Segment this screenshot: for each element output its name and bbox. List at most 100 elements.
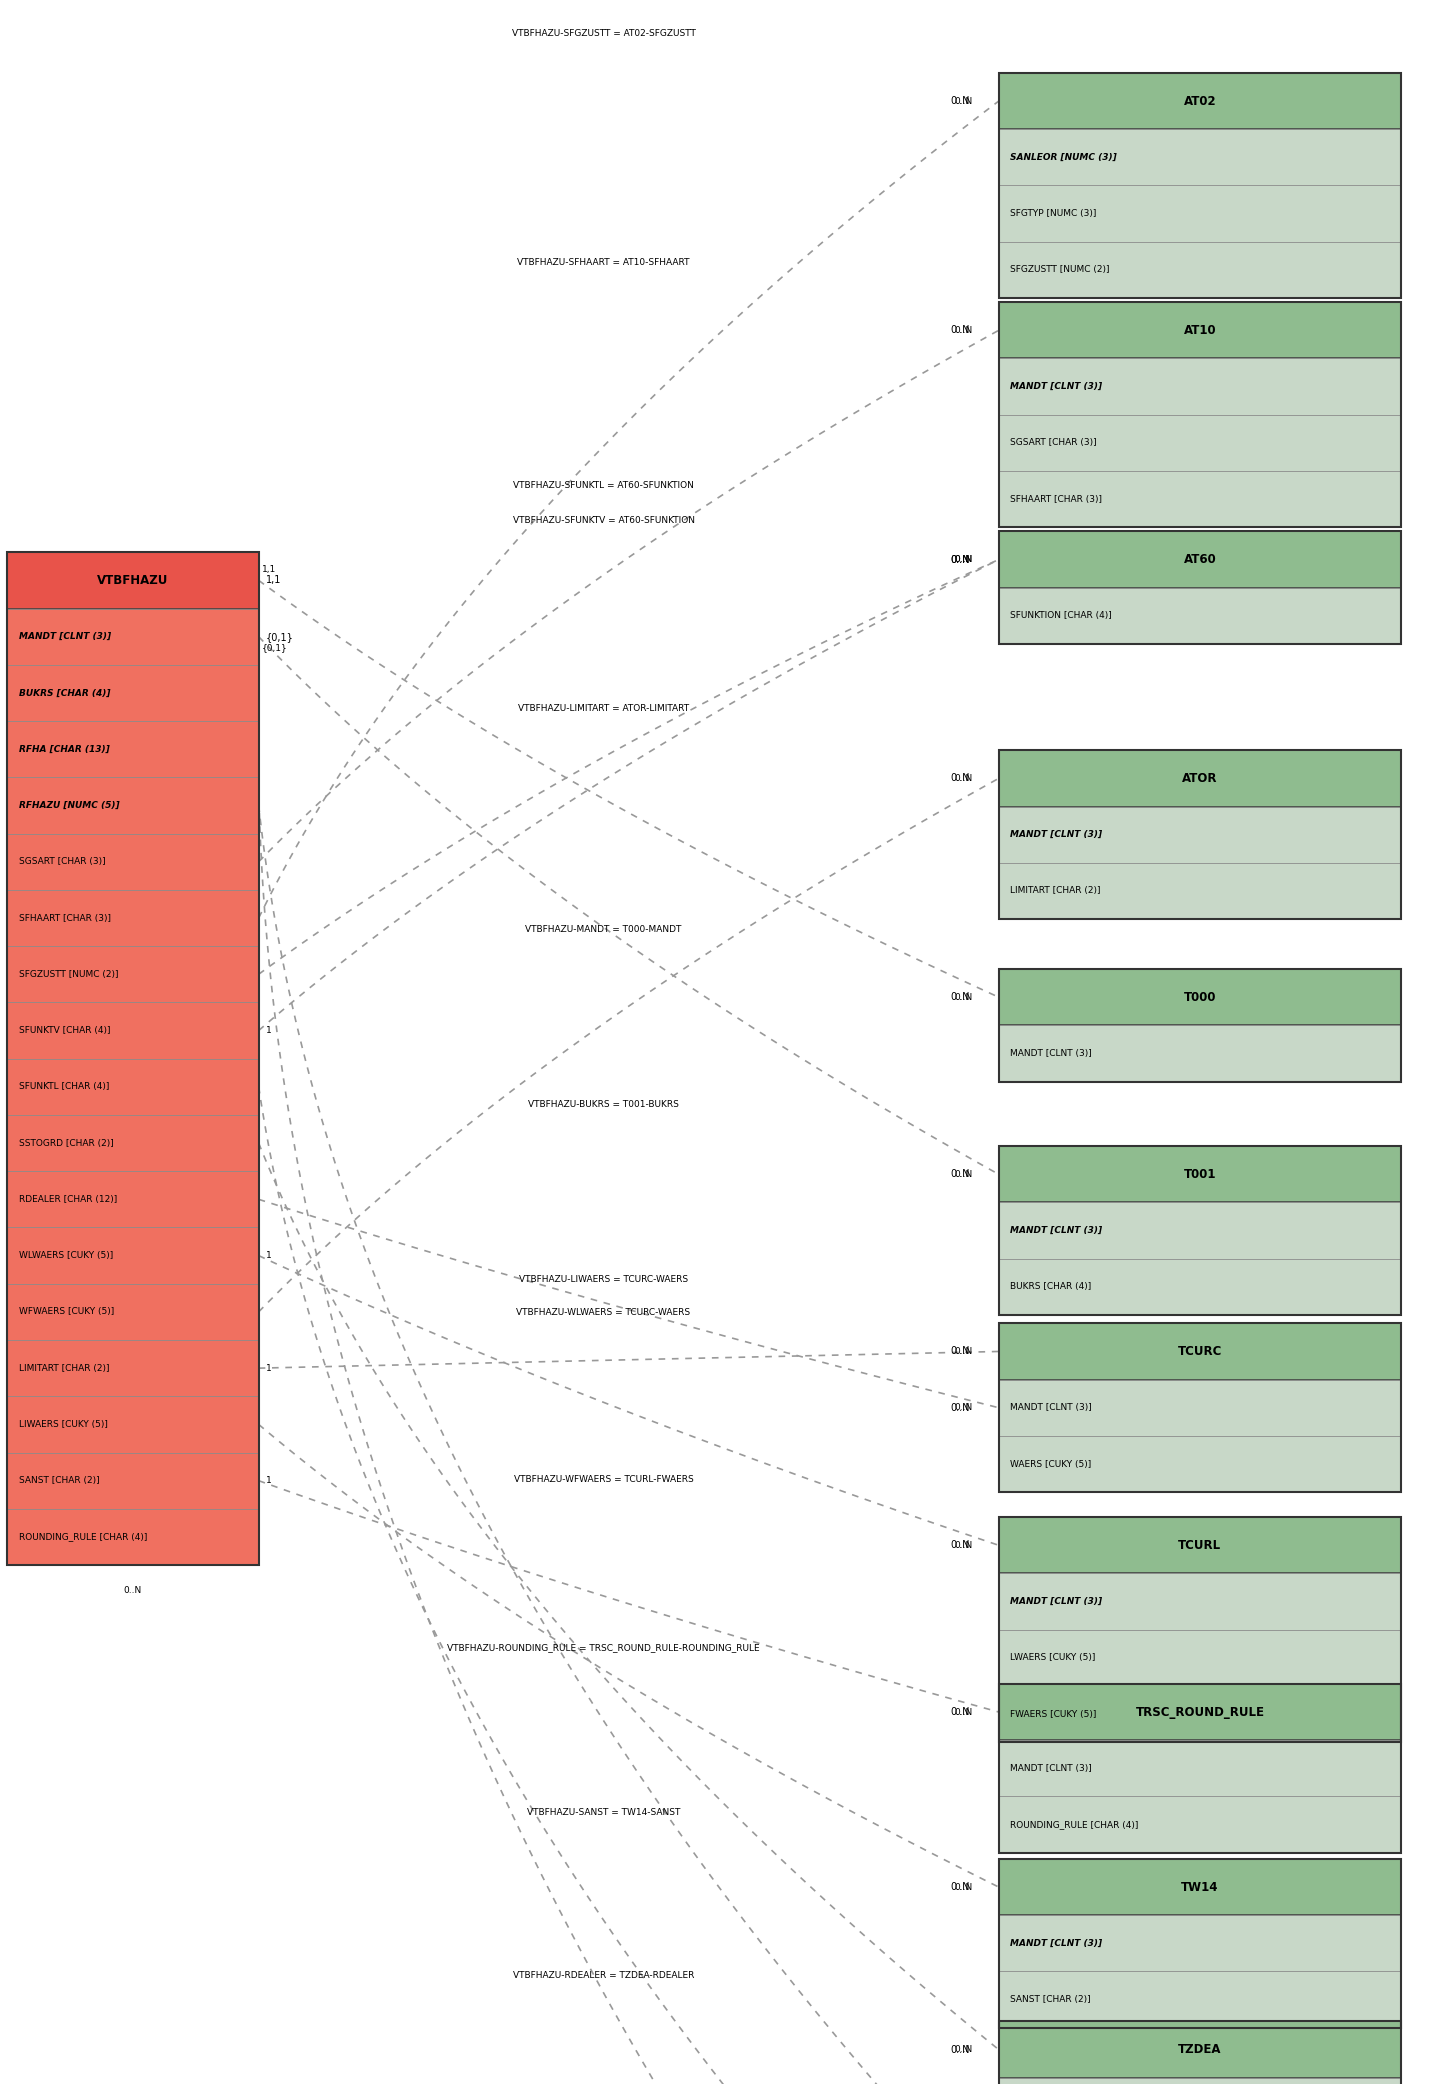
- Text: VTBFHAZU-LIWAERS = TCURC-WAERS: VTBFHAZU-LIWAERS = TCURC-WAERS: [519, 1275, 688, 1284]
- Polygon shape: [999, 185, 1401, 242]
- Polygon shape: [7, 1171, 259, 1227]
- Polygon shape: [999, 807, 1401, 863]
- Polygon shape: [999, 1202, 1401, 1259]
- Text: 0..N: 0..N: [954, 1169, 973, 1180]
- Text: SANST [CHAR (2)]: SANST [CHAR (2)]: [1010, 1994, 1091, 2005]
- Text: 0..N: 0..N: [950, 2044, 970, 2055]
- Text: {0,1}: {0,1}: [262, 644, 287, 652]
- Text: 0..N: 0..N: [950, 992, 970, 1002]
- Text: 0..N: 0..N: [950, 1707, 970, 1717]
- Text: TRSC_ROUND_RULE: TRSC_ROUND_RULE: [1135, 1705, 1265, 1719]
- Text: MANDT [CLNT (3)]: MANDT [CLNT (3)]: [19, 631, 111, 642]
- Text: VTBFHAZU-SFUNKTL = AT60-SFUNKTION: VTBFHAZU-SFUNKTL = AT60-SFUNKTION: [513, 481, 694, 490]
- Text: SANLEOR [NUMC (3)]: SANLEOR [NUMC (3)]: [1010, 152, 1117, 163]
- Text: TZDEA: TZDEA: [1178, 2042, 1221, 2057]
- Polygon shape: [999, 750, 1401, 807]
- Text: BUKRS [CHAR (4)]: BUKRS [CHAR (4)]: [1010, 1282, 1092, 1292]
- Polygon shape: [7, 946, 259, 1002]
- Text: {0,1}: {0,1}: [266, 631, 293, 642]
- Text: 0..N: 0..N: [950, 773, 970, 784]
- Text: WFWAERS [CUKY (5)]: WFWAERS [CUKY (5)]: [19, 1307, 114, 1317]
- Text: TW14: TW14: [1181, 1880, 1219, 1894]
- Polygon shape: [999, 1796, 1401, 1853]
- Text: SFUNKTV [CHAR (4)]: SFUNKTV [CHAR (4)]: [19, 1025, 111, 1036]
- Text: 1: 1: [266, 1025, 272, 1036]
- Text: 0..N: 0..N: [954, 554, 973, 565]
- Text: 0..N: 0..N: [950, 325, 970, 336]
- Text: ATOR: ATOR: [1183, 771, 1217, 786]
- Polygon shape: [7, 1284, 259, 1340]
- Polygon shape: [999, 1684, 1401, 1740]
- Text: 0..N: 0..N: [950, 1169, 970, 1180]
- Text: T001: T001: [1184, 1167, 1216, 1182]
- Text: 0..N: 0..N: [954, 2044, 973, 2055]
- Text: 0..N: 0..N: [954, 1403, 973, 1413]
- Text: VTBFHAZU-SANST = TW14-SANST: VTBFHAZU-SANST = TW14-SANST: [527, 1809, 680, 1817]
- Polygon shape: [7, 1002, 259, 1059]
- Text: 0..N: 0..N: [950, 1403, 970, 1413]
- Text: 0..N: 0..N: [124, 1586, 142, 1594]
- Text: SFHAART [CHAR (3)]: SFHAART [CHAR (3)]: [1010, 494, 1102, 504]
- Polygon shape: [7, 609, 259, 665]
- Polygon shape: [999, 2021, 1401, 2078]
- Polygon shape: [7, 1227, 259, 1284]
- Text: RFHA [CHAR (13)]: RFHA [CHAR (13)]: [19, 744, 109, 754]
- Polygon shape: [999, 1517, 1401, 1573]
- Polygon shape: [7, 552, 259, 609]
- Text: SFGZUSTT [NUMC (2)]: SFGZUSTT [NUMC (2)]: [19, 969, 118, 979]
- Text: VTBFHAZU-SFUNKTV = AT60-SFUNKTION: VTBFHAZU-SFUNKTV = AT60-SFUNKTION: [513, 517, 694, 525]
- Text: 0..N: 0..N: [954, 1540, 973, 1550]
- Text: VTBFHAZU-ROUNDING_RULE = TRSC_ROUND_RULE-ROUNDING_RULE: VTBFHAZU-ROUNDING_RULE = TRSC_ROUND_RULE…: [447, 1644, 760, 1653]
- Text: MANDT [CLNT (3)]: MANDT [CLNT (3)]: [1010, 1938, 1102, 1949]
- Polygon shape: [999, 1259, 1401, 1315]
- Text: 0..N: 0..N: [950, 554, 970, 565]
- Text: 0..N: 0..N: [954, 773, 973, 784]
- Text: SFHAART [CHAR (3)]: SFHAART [CHAR (3)]: [19, 913, 111, 923]
- Text: VTBFHAZU-WFWAERS = TCURL-FWAERS: VTBFHAZU-WFWAERS = TCURL-FWAERS: [513, 1475, 694, 1484]
- Text: 0..N: 0..N: [954, 554, 973, 565]
- Text: LIMITART [CHAR (2)]: LIMITART [CHAR (2)]: [19, 1363, 109, 1373]
- Text: TCURL: TCURL: [1178, 1538, 1221, 1553]
- Text: MANDT [CLNT (3)]: MANDT [CLNT (3)]: [1010, 1596, 1102, 1607]
- Text: 1,1: 1,1: [266, 575, 282, 586]
- Text: AT02: AT02: [1184, 94, 1216, 108]
- Text: MANDT [CLNT (3)]: MANDT [CLNT (3)]: [1010, 1225, 1102, 1236]
- Text: 0..N: 0..N: [954, 992, 973, 1002]
- Text: MANDT [CLNT (3)]: MANDT [CLNT (3)]: [1010, 829, 1102, 840]
- Text: TCURC: TCURC: [1178, 1344, 1221, 1359]
- Text: 1,1: 1,1: [262, 565, 276, 573]
- Polygon shape: [999, 1323, 1401, 1380]
- Polygon shape: [999, 1740, 1401, 1796]
- Text: 1: 1: [266, 1250, 272, 1261]
- Text: 0..N: 0..N: [954, 325, 973, 336]
- Polygon shape: [999, 863, 1401, 919]
- Text: 0..N: 0..N: [954, 96, 973, 106]
- Text: 1: 1: [266, 1475, 272, 1486]
- Polygon shape: [999, 1146, 1401, 1202]
- Polygon shape: [999, 2078, 1401, 2084]
- Polygon shape: [7, 1115, 259, 1171]
- Text: 0..N: 0..N: [950, 1540, 970, 1550]
- Text: LIWAERS [CUKY (5)]: LIWAERS [CUKY (5)]: [19, 1419, 108, 1430]
- Text: 0..N: 0..N: [950, 1882, 970, 1892]
- Polygon shape: [7, 665, 259, 721]
- Polygon shape: [999, 471, 1401, 527]
- Text: MANDT [CLNT (3)]: MANDT [CLNT (3)]: [1010, 1048, 1092, 1059]
- Polygon shape: [999, 1915, 1401, 1971]
- Text: 0..N: 0..N: [950, 554, 970, 565]
- Polygon shape: [7, 1509, 259, 1565]
- Text: AT10: AT10: [1184, 323, 1216, 338]
- Text: ROUNDING_RULE [CHAR (4)]: ROUNDING_RULE [CHAR (4)]: [19, 1532, 147, 1542]
- Polygon shape: [999, 1573, 1401, 1630]
- Polygon shape: [7, 721, 259, 777]
- Text: ROUNDING_RULE [CHAR (4)]: ROUNDING_RULE [CHAR (4)]: [1010, 1819, 1138, 1830]
- Polygon shape: [999, 1686, 1401, 1742]
- Text: WAERS [CUKY (5)]: WAERS [CUKY (5)]: [1010, 1459, 1092, 1469]
- Polygon shape: [7, 1340, 259, 1396]
- Polygon shape: [7, 834, 259, 890]
- Text: MANDT [CLNT (3)]: MANDT [CLNT (3)]: [1010, 1403, 1092, 1413]
- Text: SFGZUSTT [NUMC (2)]: SFGZUSTT [NUMC (2)]: [1010, 265, 1109, 275]
- Text: WLWAERS [CUKY (5)]: WLWAERS [CUKY (5)]: [19, 1250, 114, 1261]
- Polygon shape: [999, 302, 1401, 358]
- Polygon shape: [999, 531, 1401, 588]
